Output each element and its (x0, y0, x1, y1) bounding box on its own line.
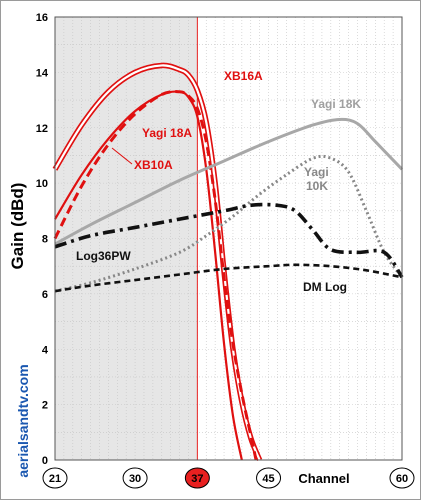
x-axis-label: Channel (298, 471, 349, 486)
x-tick-circle (184, 467, 210, 489)
label-yagi-18a: Yagi 18A (142, 126, 192, 140)
x-tick-label: 30 (129, 473, 141, 485)
x-tick-circle (256, 467, 282, 489)
label-yagi-18k: Yagi 18K (311, 97, 361, 111)
y-tick-label: 8 (42, 234, 48, 246)
series-dm-log-line (54, 263, 403, 293)
y-tick-label: 6 (42, 289, 48, 301)
series-yagi-10k-line (54, 154, 404, 293)
series-xb10a-line (54, 90, 243, 461)
label-dm-log: DM Log (303, 280, 347, 294)
series-yagi-18a-line (53, 90, 258, 461)
y-tick-label: 10 (36, 178, 48, 190)
x-tick-circle (42, 467, 68, 489)
plot-border (54, 16, 403, 461)
tick-labels: 0 2 4 6 8 10 12 14 16 21 30 37 45 60 (36, 12, 415, 489)
x-tick-circle (122, 467, 148, 489)
series-log36pw-line (54, 202, 404, 279)
y-tick-label: 12 (36, 123, 48, 135)
label-xb10a: XB10A (134, 158, 173, 172)
y-tick-label: 4 (42, 344, 49, 356)
x-tick-label: 45 (262, 473, 274, 485)
y-tick-label: 16 (36, 12, 48, 24)
x-tick-label: 21 (49, 473, 61, 485)
series-yagi-18k-line (54, 117, 404, 246)
x-tick-label: 37 (191, 473, 203, 485)
y-axis-label: Gain (dBd) (8, 183, 27, 270)
y-tick-label: 2 (42, 400, 48, 412)
label-log36pw: Log36PW (76, 249, 131, 263)
label-xb16a: XB16A (224, 69, 263, 83)
x-tick-label: 60 (396, 473, 408, 485)
series-xb16a-line-core (54, 64, 261, 461)
y-tick-label: 14 (36, 67, 49, 79)
site-label: aerialsandtv.com (15, 364, 31, 477)
x-tick-circle (389, 467, 415, 489)
y-tick-label: 0 (42, 455, 48, 467)
series-group (52, 62, 404, 462)
xb10a-pointer (111, 147, 133, 165)
label-yagi-10k-line1: Yagi (304, 165, 329, 179)
label-yagi-10k-line2: 10K (306, 179, 328, 193)
